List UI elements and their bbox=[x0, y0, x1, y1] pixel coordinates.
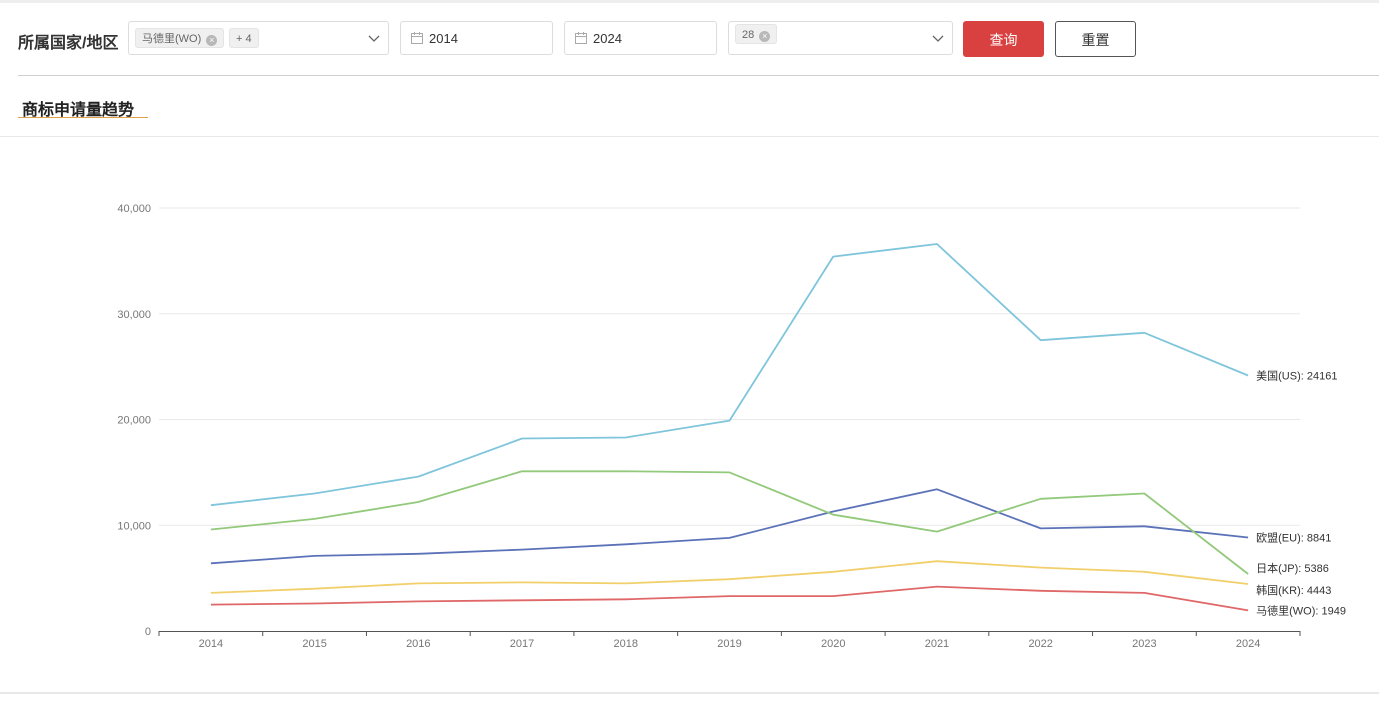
x-tick-label: 2024 bbox=[1236, 638, 1260, 650]
country-tag-label: 马德里(WO) bbox=[142, 33, 202, 45]
x-tick-label: 2023 bbox=[1132, 638, 1156, 650]
start-year-value: 2014 bbox=[429, 31, 458, 46]
class-select[interactable]: 28 × bbox=[728, 21, 953, 55]
y-tick-label: 30,000 bbox=[117, 309, 151, 321]
query-button[interactable]: 查询 bbox=[963, 21, 1044, 57]
tag-close-icon[interactable]: × bbox=[759, 31, 771, 42]
series-end-label: 美国(US): 24161 bbox=[1256, 369, 1337, 382]
section-divider bbox=[0, 136, 1379, 137]
y-tick-label: 20,000 bbox=[117, 415, 151, 427]
top-rule bbox=[0, 0, 1379, 3]
series-line bbox=[210, 585, 1249, 612]
y-tick-label: 40,000 bbox=[117, 203, 151, 215]
tag-close-icon[interactable]: × bbox=[206, 35, 218, 46]
end-year-value: 2024 bbox=[593, 31, 622, 46]
series-line bbox=[210, 488, 1249, 565]
x-tick-label: 2014 bbox=[199, 638, 223, 650]
filter-bar: 所属国家/地区 马德里(WO) × + 4 2014 2024 bbox=[0, 0, 1379, 76]
series-line bbox=[210, 560, 1249, 594]
filter-divider bbox=[18, 75, 1379, 76]
x-tick-label: 2019 bbox=[717, 638, 741, 650]
x-tick-label: 2022 bbox=[1028, 638, 1052, 650]
y-tick-label: 0 bbox=[145, 626, 151, 638]
x-tick-label: 2016 bbox=[406, 638, 430, 650]
x-tick-label: 2017 bbox=[510, 638, 534, 650]
series-end-label: 马德里(WO): 1949 bbox=[1256, 603, 1346, 617]
x-tick-label: 2021 bbox=[925, 638, 949, 650]
country-select[interactable]: 马德里(WO) × + 4 bbox=[128, 21, 389, 55]
x-tick-label: 2020 bbox=[821, 638, 845, 650]
end-year-picker[interactable]: 2024 bbox=[564, 21, 717, 55]
series-end-label: 日本(JP): 5386 bbox=[1256, 561, 1329, 575]
class-tag-label: 28 bbox=[742, 29, 755, 41]
section-title: 商标申请量趋势 bbox=[22, 102, 135, 119]
country-tag-more: + 4 bbox=[229, 28, 259, 48]
country-tag-wo: 马德里(WO) × bbox=[135, 28, 225, 48]
country-filter-label: 所属国家/地区 bbox=[18, 35, 119, 52]
x-tick-label: 2015 bbox=[302, 638, 326, 650]
chevron-down-icon[interactable] bbox=[367, 31, 381, 45]
bottom-rule bbox=[0, 692, 1379, 694]
series-line bbox=[210, 243, 1249, 507]
series-end-label: 韩国(KR): 4443 bbox=[1256, 583, 1331, 597]
trend-line-chart: 0 10,000 20,000 30,000 40,000 2014 2015 2016 201… bbox=[117, 203, 1346, 650]
section-title-underline bbox=[18, 117, 148, 118]
x-tick-label: 2018 bbox=[614, 638, 638, 650]
calendar-icon bbox=[575, 32, 587, 44]
series-line bbox=[210, 470, 1249, 575]
calendar-icon bbox=[411, 32, 423, 44]
y-tick-label: 10,000 bbox=[117, 520, 151, 532]
chevron-down-icon[interactable] bbox=[931, 31, 945, 45]
reset-button[interactable]: 重置 bbox=[1055, 21, 1136, 57]
series-end-label: 欧盟(EU): 8841 bbox=[1256, 532, 1331, 545]
start-year-picker[interactable]: 2014 bbox=[400, 21, 553, 55]
class-tag: 28 × bbox=[735, 24, 778, 44]
